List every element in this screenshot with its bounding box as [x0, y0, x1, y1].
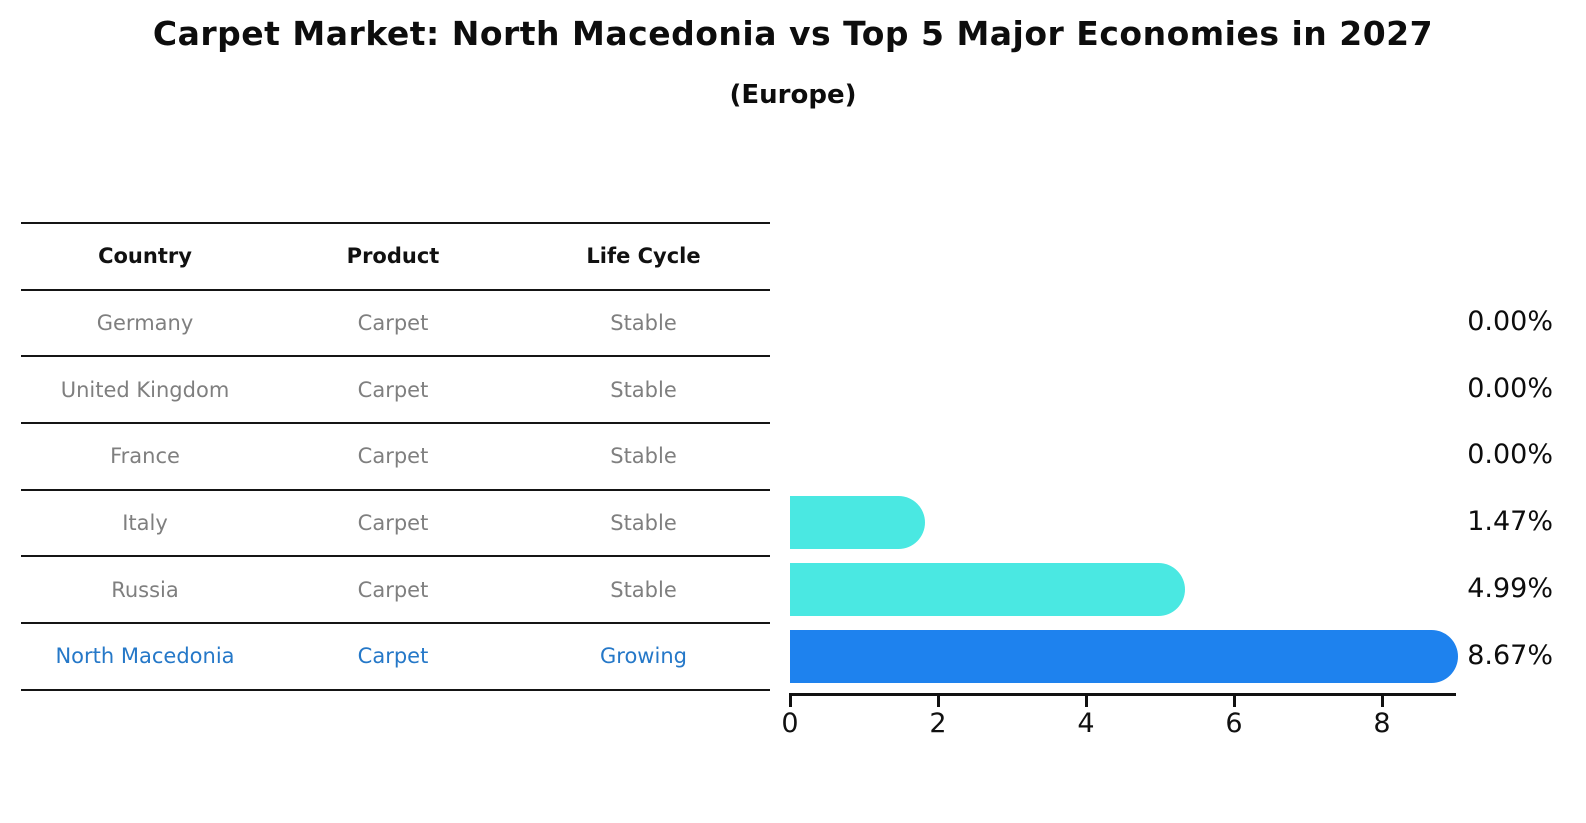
table-cell-lifecycle: Stable: [610, 511, 677, 536]
x-axis-tick: [1380, 696, 1384, 707]
bar-value-label: 0.00%: [1467, 306, 1553, 337]
table-header-row: Country Product Life Cycle: [21, 224, 770, 291]
table-cell-product: Carpet: [357, 311, 429, 336]
table-row: North Macedonia Carpet Growing: [21, 624, 770, 691]
table-cell-lifecycle: Stable: [610, 444, 677, 469]
table-cell-country: Russia: [111, 577, 179, 602]
x-axis-line: [789, 693, 1456, 696]
bars-area: [790, 289, 1458, 689]
table-row: Italy Carpet Stable: [21, 491, 770, 558]
table-row: Germany Carpet Stable: [21, 291, 770, 358]
bar: [790, 562, 1186, 616]
table-cell-country: North Macedonia: [55, 644, 235, 669]
x-axis-tick: [1232, 696, 1236, 707]
table-header-product: Product: [346, 244, 440, 269]
x-axis-tick: [788, 696, 792, 707]
x-axis-tick-label: 6: [1225, 708, 1243, 739]
chart-subtitle: (Europe): [729, 80, 857, 110]
bar-value-label: 0.00%: [1467, 439, 1553, 471]
table-cell-lifecycle: Growing: [600, 644, 687, 669]
table-row: United Kingdom Carpet Stable: [21, 357, 770, 425]
table-cell-lifecycle: Stable: [610, 577, 677, 602]
chart-title: Carpet Market: North Macedonia vs Top 5 …: [152, 14, 1434, 53]
table-row: France Carpet Stable: [21, 424, 770, 491]
bar-highlight: [790, 629, 1458, 683]
x-axis-tick-label: 0: [781, 708, 799, 739]
bar-value-label: 1.47%: [1467, 506, 1553, 538]
table-cell-country: France: [110, 444, 180, 469]
table-header-lifecycle: Life Cycle: [586, 244, 701, 269]
table-body: Germany Carpet Stable United Kingdom Carpet S…: [21, 291, 770, 691]
table-cell-country: Italy: [122, 511, 168, 536]
x-axis-tick-label: 2: [929, 708, 947, 739]
x-axis-tick: [1084, 696, 1088, 707]
table-cell-product: Carpet: [357, 377, 429, 402]
x-axis-tick-label: 4: [1077, 708, 1095, 739]
table-cell-country: Germany: [96, 311, 194, 336]
bar-value-label: 8.67%: [1467, 639, 1553, 671]
bar-value-label: 4.99%: [1467, 572, 1553, 604]
bar-value-label: 0.00%: [1467, 372, 1553, 404]
table-cell-lifecycle: Stable: [610, 311, 677, 336]
table-cell-product: Carpet: [357, 644, 429, 669]
table-row: Russia Carpet Stable: [21, 557, 770, 625]
x-axis-tick-label: 8: [1373, 708, 1391, 739]
table-cell-product: Carpet: [357, 577, 429, 602]
table-cell-product: Carpet: [357, 511, 429, 536]
country-table: Country Product Life Cycle Germany Carpet…: [21, 222, 770, 691]
table-cell-lifecycle: Stable: [610, 377, 677, 402]
table-header-country: Country: [98, 244, 192, 269]
table-cell-product: Carpet: [357, 444, 429, 469]
x-axis-tick: [936, 696, 940, 707]
table-cell-country: United Kingdom: [60, 377, 230, 402]
bar: [790, 496, 925, 550]
